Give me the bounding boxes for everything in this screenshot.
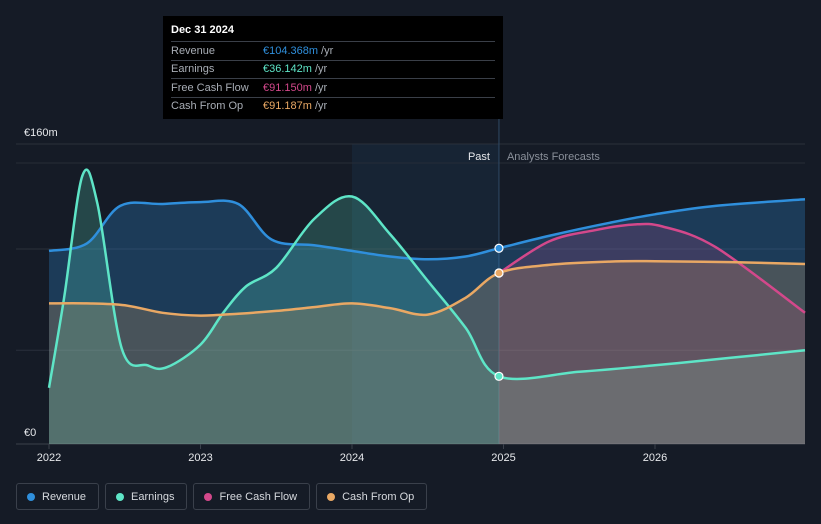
marker-earnings <box>494 371 504 381</box>
y-axis-min-label: €0 <box>24 427 36 439</box>
tooltip-label: Cash From Op <box>171 100 244 113</box>
highlight-band <box>352 144 499 444</box>
y-axis-max-label: €160m <box>24 127 58 139</box>
legend: Revenue Earnings Free Cash Flow Cash Fro… <box>16 483 428 510</box>
legend-label: Free Cash Flow <box>219 490 298 503</box>
tooltip-row-earnings: Earnings €36.142m /yr <box>171 59 495 79</box>
tooltip-row-revenue: Revenue €104.368m /yr <box>171 41 495 60</box>
series-area-earnings <box>49 169 805 444</box>
legend-label: Cash From Op <box>342 490 415 503</box>
tooltip-unit: /yr <box>314 81 328 94</box>
x-tick-label: 2022 <box>37 452 61 464</box>
tooltip-row-free-cash-flow: Free Cash Flow €91.150m /yr <box>171 78 495 97</box>
series-line-revenue <box>48 198 806 261</box>
legend-item-cash-from-op[interactable]: Cash From Op <box>316 483 428 510</box>
legend-label: Earnings <box>131 490 175 503</box>
series-line-free-cash-flow <box>498 222 806 314</box>
tooltip-unit: /yr <box>314 63 328 76</box>
x-tick-label: 2026 <box>643 452 667 464</box>
legend-dot-icon <box>204 492 213 501</box>
x-tick-label: 2023 <box>188 452 212 464</box>
past-label: Past <box>468 151 490 163</box>
legend-item-revenue[interactable]: Revenue <box>16 483 100 510</box>
tooltip-value: €36.142m <box>263 63 312 76</box>
series-area-cash-from-op <box>49 261 805 444</box>
legend-dot-icon <box>27 492 35 501</box>
forecast-label: Analysts Forecasts <box>507 151 600 163</box>
series-area-free-cash-flow <box>499 223 805 444</box>
x-tick-label: 2025 <box>491 452 515 464</box>
marker-cash-from-op <box>494 268 504 278</box>
tooltip-value: €91.187m <box>263 100 312 113</box>
legend-dot-icon <box>327 492 336 501</box>
chart-canvas: Past Analysts Forecasts €160m €0 2022 2023 202… <box>16 119 806 464</box>
tooltip-unit: /yr <box>321 44 334 57</box>
legend-item-earnings[interactable]: Earnings <box>105 483 188 510</box>
tooltip-row-cash-from-op: Cash From Op €91.187m /yr <box>171 96 495 116</box>
tooltip-date: Dec 31 2024 <box>171 24 234 36</box>
series-line-cash-from-op <box>48 259 806 317</box>
tooltip-value: €104.368m <box>263 44 319 57</box>
legend-dot-icon <box>116 492 125 501</box>
x-tick-label: 2024 <box>340 452 364 464</box>
tooltip-value: €91.150m <box>263 81 312 94</box>
legend-label: Revenue <box>42 490 87 503</box>
tooltip-unit: /yr <box>314 100 328 113</box>
tooltip-label: Free Cash Flow <box>171 81 249 94</box>
tooltip: Dec 31 2024 Revenue €104.368m /yr Earnin… <box>163 16 503 119</box>
tooltip-label: Earnings <box>171 63 215 76</box>
legend-item-free-cash-flow[interactable]: Free Cash Flow <box>193 483 311 510</box>
series-line-earnings <box>47 168 806 389</box>
marker-revenue <box>494 243 504 253</box>
tooltip-label: Revenue <box>171 44 216 57</box>
